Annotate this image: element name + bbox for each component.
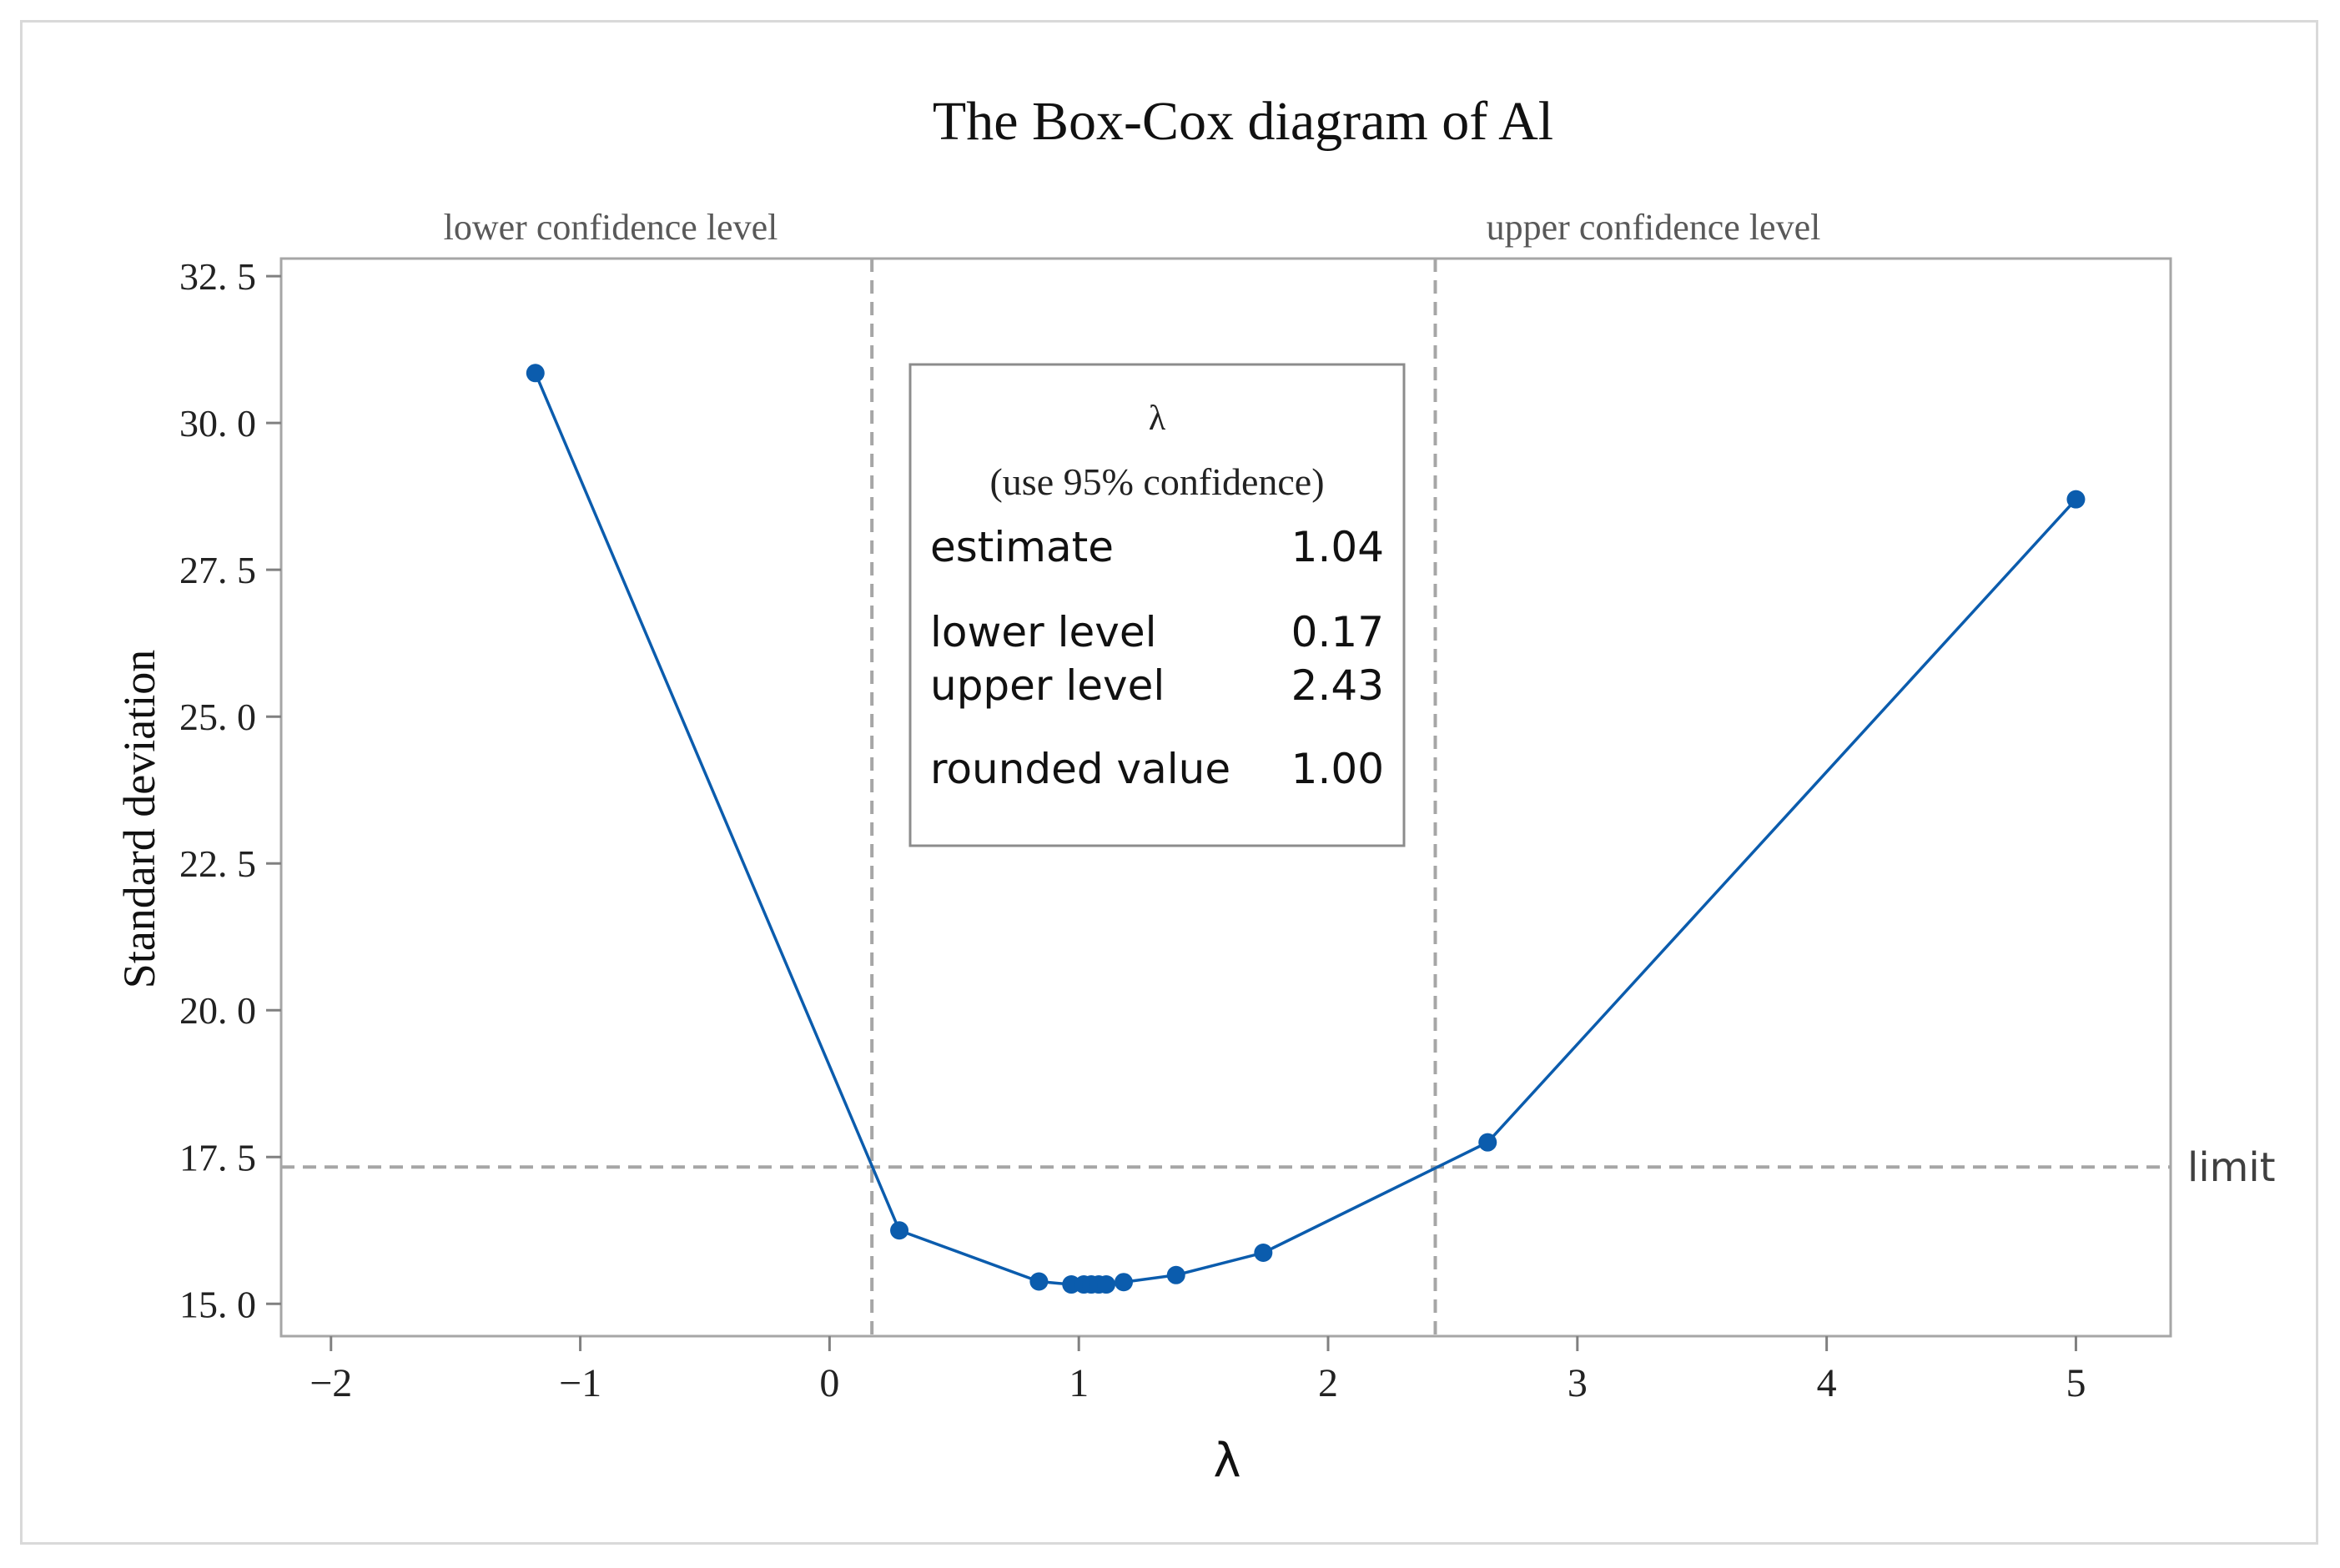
- info-box: λ (use 95% confidence) estimate 1.04 low…: [908, 363, 1406, 847]
- plot-area: [279, 257, 2172, 1338]
- info-row-label-lower: lower level: [930, 608, 1156, 656]
- x-tick-label: 2: [1318, 1361, 1338, 1405]
- limit-label: limit: [2187, 1144, 2276, 1191]
- info-row-label-upper: upper level: [930, 661, 1165, 710]
- chart-title: The Box-Cox diagram of Al: [933, 91, 1553, 152]
- data-point: [1478, 1133, 1497, 1152]
- y-tick-label: 20. 0: [179, 989, 256, 1032]
- y-axis-label: Standard deviation: [114, 650, 164, 988]
- info-box-subheading: (use 95% confidence): [989, 460, 1324, 503]
- x-tick-label: 4: [1817, 1361, 1837, 1405]
- x-tick-label: −1: [559, 1361, 601, 1405]
- x-axis-label: λ: [1213, 1434, 1240, 1488]
- y-tick-label: 22. 5: [179, 842, 256, 885]
- box-cox-chart: The Box-Cox diagram of Al −2 −1 0 1 2 3 4 5 15.…: [114, 91, 2276, 1488]
- x-tick-label: 1: [1069, 1361, 1089, 1405]
- y-tick-label: 15. 0: [179, 1283, 256, 1325]
- reference-lines: [281, 259, 2171, 1336]
- upper-confidence-label: upper confidence level: [1487, 207, 1821, 248]
- info-row-value-lower: 0.17: [1291, 608, 1384, 656]
- data-point: [1029, 1272, 1049, 1291]
- info-row-value-rounded: 1.00: [1291, 745, 1384, 793]
- data-point: [2066, 490, 2086, 509]
- x-axis: −2 −1 0 1 2 3 4 5: [309, 1336, 2086, 1405]
- x-tick-label: −2: [309, 1361, 352, 1405]
- figure-frame: The Box-Cox diagram of Al −2 −1 0 1 2 3 4 5 15.…: [20, 20, 2318, 1545]
- data-point: [1097, 1275, 1116, 1294]
- data-point: [1254, 1244, 1273, 1263]
- x-tick-label: 3: [1568, 1361, 1588, 1405]
- data-point: [526, 364, 545, 383]
- x-tick-label: 5: [2066, 1361, 2086, 1405]
- info-row-value-estimate: 1.04: [1291, 523, 1384, 571]
- y-tick-label: 25. 0: [179, 696, 256, 738]
- data-point: [890, 1221, 909, 1240]
- series-layer: [526, 364, 2086, 1294]
- y-tick-label: 30. 0: [179, 402, 256, 445]
- info-box-heading: λ: [1149, 400, 1166, 438]
- info-row-label-estimate: estimate: [930, 523, 1114, 571]
- y-tick-label: 27. 5: [179, 549, 256, 591]
- info-box-border: [908, 363, 1406, 847]
- info-row-label-rounded: rounded value: [930, 745, 1230, 793]
- x-tick-label: 0: [819, 1361, 839, 1405]
- lower-confidence-label: lower confidence level: [444, 207, 778, 248]
- data-point: [1114, 1273, 1133, 1292]
- data-point: [1166, 1265, 1185, 1284]
- y-tick-label: 32. 5: [179, 255, 256, 298]
- y-axis: 15. 0 17. 5 20. 0 22. 5 25. 0 27. 5 30. 0 32. 5: [179, 255, 281, 1325]
- info-row-value-upper: 2.43: [1291, 661, 1384, 710]
- y-tick-label: 17. 5: [179, 1136, 256, 1179]
